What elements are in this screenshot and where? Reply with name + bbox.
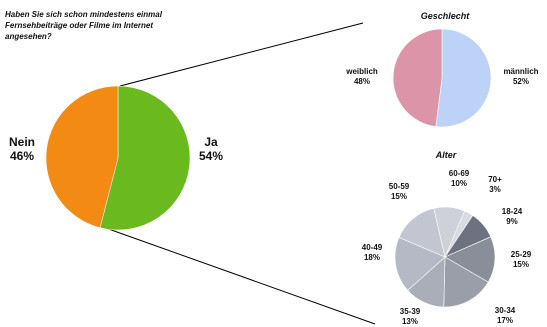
- value-label-40-49: 18%: [364, 253, 380, 262]
- value-label-60-69: 10%: [451, 179, 467, 188]
- connector-line-bottom: [102, 226, 376, 325]
- label-weiblich: weiblich: [345, 67, 378, 76]
- label-25-29: 25-29: [511, 250, 532, 259]
- value-label-m-nnlich: 52%: [513, 77, 529, 86]
- pie-title-geschlecht: Geschlecht: [421, 11, 471, 21]
- value-label-nein: 46%: [10, 149, 34, 163]
- value-label-ja: 54%: [199, 149, 223, 163]
- label-50-59: 50-59: [389, 182, 410, 191]
- question-line-2: Fernsehbeiträge oder Filme im Internet: [5, 21, 153, 30]
- label-ja: Ja: [204, 135, 218, 149]
- value-label-70plus: 3%: [489, 185, 501, 194]
- question-line-1: Haben Sie sich schon mindestens einmal: [5, 10, 163, 19]
- value-label-18-24: 9%: [506, 217, 518, 226]
- value-label-35-39: 13%: [402, 317, 418, 326]
- label-18-24: 18-24: [502, 207, 523, 216]
- label-30-34: 30-34: [495, 306, 516, 315]
- value-label-weiblich: 48%: [354, 77, 370, 86]
- slice-nein: [45, 85, 119, 229]
- slice-60-69: [433, 206, 465, 258]
- question-line-3: angesehen?: [5, 32, 52, 41]
- slice-weiblich: [392, 28, 443, 127]
- slice-40-49: [394, 237, 446, 291]
- value-label-25-29: 15%: [513, 260, 529, 269]
- value-label-50-59: 15%: [391, 192, 407, 201]
- label-40-49: 40-49: [362, 243, 383, 252]
- slice-ja: [99, 85, 191, 231]
- label-70plus: 70+: [488, 175, 502, 184]
- label-nein: Nein: [9, 135, 35, 149]
- label-m-nnlich: männlich: [503, 67, 538, 76]
- slice-30-34: [443, 256, 489, 308]
- slice-m-nnlich: [435, 28, 492, 128]
- label-60-69: 60-69: [449, 169, 470, 178]
- label-35-39: 35-39: [400, 307, 421, 316]
- pie-alter: 70+3%18-249%25-2915%30-3417%35-3913%40-4…: [362, 169, 532, 326]
- pie-title-alter: Alter: [435, 150, 457, 160]
- connector-line-top: [119, 22, 364, 87]
- value-label-30-34: 17%: [497, 316, 513, 325]
